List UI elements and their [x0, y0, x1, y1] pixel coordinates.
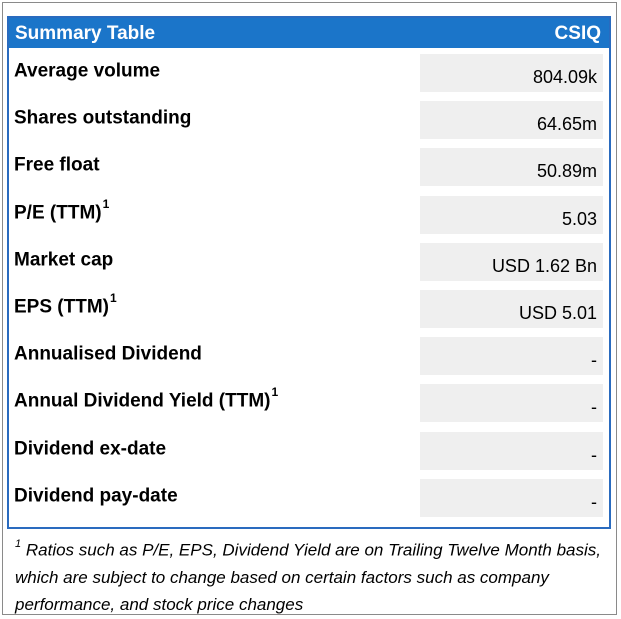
table-row: Free float 50.89m — [9, 145, 609, 192]
row-value: 804.09k — [532, 67, 597, 87]
row-value: 5.03 — [561, 208, 597, 229]
table-row: Dividend ex-date - — [9, 429, 609, 476]
footnote-marker: 1 — [102, 196, 110, 211]
row-value: USD 5.01 — [518, 302, 597, 323]
value-cell: - — [420, 337, 603, 376]
value-cell: 50.89m — [420, 148, 603, 187]
value-cell: USD 1.62 Bn — [420, 242, 603, 281]
value-cell: 804.09k — [420, 54, 603, 92]
row-label: P/E (TTM)1 — [14, 196, 110, 223]
footnote-marker: 1 — [271, 385, 279, 400]
value-cell: 5.03 — [420, 195, 603, 234]
row-value: - — [591, 444, 597, 465]
footnote-number: 1 — [15, 538, 22, 550]
table-header: Summary Table CSIQ — [9, 18, 609, 48]
row-label: Free float — [14, 154, 100, 176]
table-title: Summary Table — [15, 23, 156, 44]
row-value: - — [591, 491, 597, 512]
value-cell: USD 5.01 — [420, 289, 603, 328]
value-cell: 64.65m — [420, 101, 603, 140]
row-label: Annual Dividend Yield (TTM)1 — [14, 385, 279, 412]
row-value: USD 1.62 Bn — [491, 255, 597, 276]
value-cell: - — [420, 478, 603, 517]
table-row: Annualised Dividend - — [9, 334, 609, 381]
table-row: EPS (TTM)1 USD 5.01 — [9, 287, 609, 334]
table-row: Annual Dividend Yield (TTM)1 - — [9, 381, 609, 428]
table-row: Shares outstanding 64.65m — [9, 98, 609, 145]
table-row: P/E (TTM)1 5.03 — [9, 193, 609, 240]
summary-table: Summary Table CSIQ Average volume 804.09… — [7, 16, 611, 529]
row-label: Shares outstanding — [14, 107, 192, 129]
footnote: 1 Ratios such as P/E, EPS, Dividend Yiel… — [15, 533, 610, 618]
row-value: - — [591, 397, 597, 418]
row-value: 64.65m — [536, 114, 597, 135]
footnote-marker: 1 — [110, 290, 117, 305]
ticker-symbol: CSIQ — [554, 23, 601, 44]
value-cell: - — [420, 431, 603, 470]
table-row: Average volume 804.09k — [9, 51, 609, 98]
row-label: Dividend ex-date — [14, 437, 167, 459]
table-row: Dividend pay-date - — [9, 476, 609, 523]
row-value: - — [591, 350, 597, 371]
table-row: Market cap USD 1.62 Bn — [9, 240, 609, 287]
row-value: 50.89m — [536, 161, 597, 182]
row-label: Annualised Dividend — [14, 343, 202, 365]
table-rows: Average volume 804.09k Shares outstandin… — [9, 51, 609, 523]
footnote-text: Ratios such as P/E, EPS, Dividend Yield … — [15, 540, 601, 614]
value-cell: - — [420, 384, 603, 423]
row-label: Market cap — [14, 249, 114, 271]
row-label: EPS (TTM)1 — [14, 290, 117, 318]
row-label: Dividend pay-date — [14, 485, 178, 507]
row-label: Average volume — [14, 60, 161, 82]
